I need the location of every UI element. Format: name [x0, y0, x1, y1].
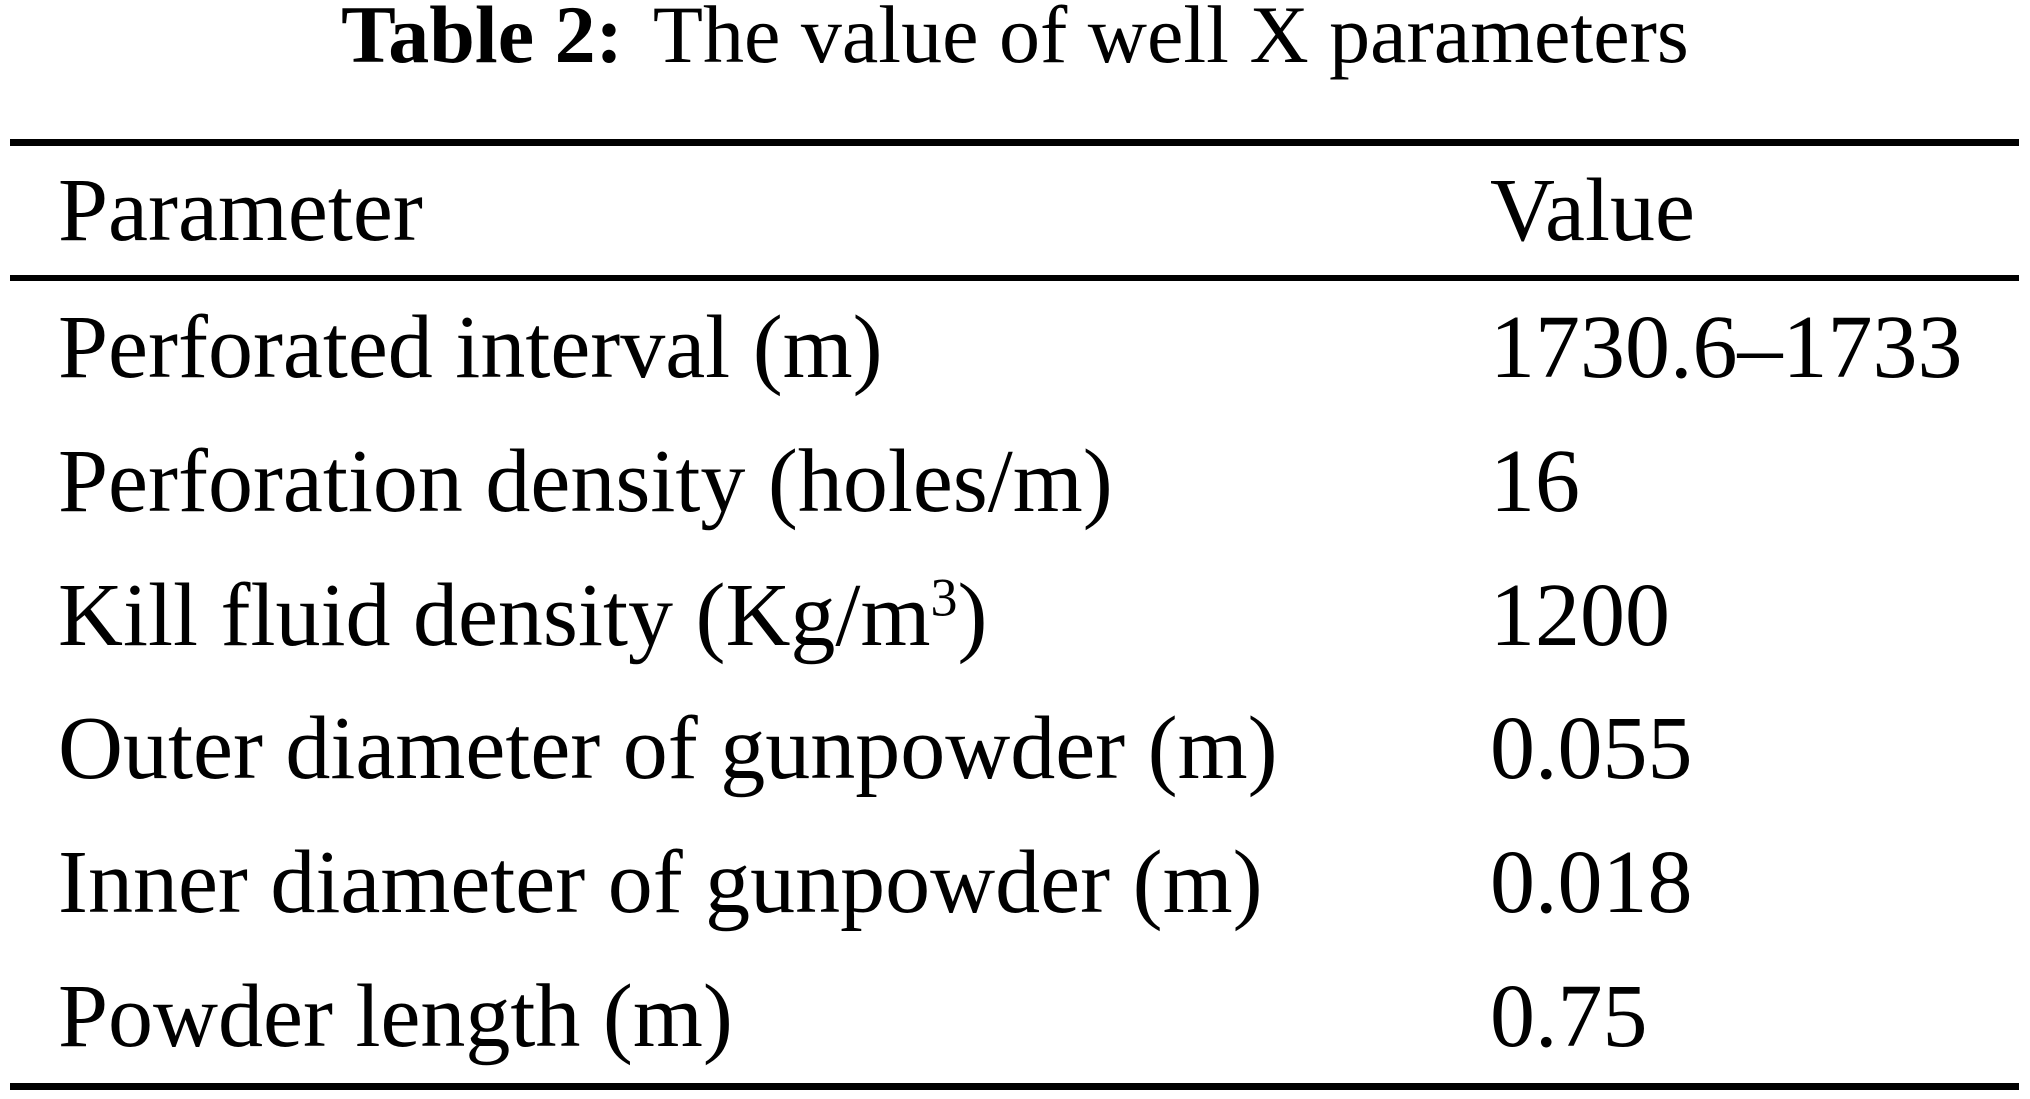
table-row: Perforation density (holes/m) 16 [10, 415, 2019, 549]
parameter-label: Kill fluid density (Kg/m3) [10, 564, 1490, 667]
parameter-label-prefix: Kill fluid density (Kg/m [58, 565, 931, 665]
parameter-value: 16 [1490, 432, 1580, 531]
table-header-rule [10, 275, 2019, 281]
table-header-row: Parameter Value [10, 146, 2019, 275]
column-header-value: Value [1490, 161, 1695, 260]
column-header-parameter: Parameter [58, 161, 423, 260]
parameter-value: 0.018 [1490, 833, 1693, 933]
table-row: Inner diameter of gunpowder (m) 0.018 [10, 816, 2019, 950]
table-top-rule [10, 139, 2019, 146]
table-body: Perforated interval (m) 1730.6–1733 Perf… [10, 281, 2019, 1083]
parameter-label-suffix: ) [957, 565, 988, 665]
parameter-label: Outer diameter of gunpowder (m) [58, 699, 1278, 799]
table-row: Outer diameter of gunpowder (m) 0.055 [10, 682, 2019, 816]
table-caption-text: The value of well X parameters [652, 0, 1689, 80]
parameter-value: 1730.6–1733 [1490, 298, 1963, 398]
parameter-value: 0.055 [1490, 699, 1693, 799]
table-row: Powder length (m) 0.75 [10, 949, 2019, 1083]
parameter-label: Perforation density (holes/m) [58, 432, 1113, 531]
table-caption: Table 2: The value of well X parameters [0, 0, 2030, 82]
table-row: Perforated interval (m) 1730.6–1733 [10, 281, 2019, 415]
parameter-label-superscript: 3 [930, 566, 958, 627]
table-bottom-rule [10, 1083, 2019, 1090]
parameter-label: Powder length (m) [58, 966, 733, 1066]
parameter-label: Inner diameter of gunpowder (m) [58, 833, 1263, 933]
parameter-value: 1200 [1490, 565, 1670, 665]
parameter-label: Perforated interval (m) [58, 298, 883, 398]
table-row: Kill fluid density (Kg/m3) 1200 [10, 548, 2019, 682]
parameter-value: 0.75 [1490, 966, 1648, 1066]
table-caption-number: Table 2: [341, 0, 623, 80]
